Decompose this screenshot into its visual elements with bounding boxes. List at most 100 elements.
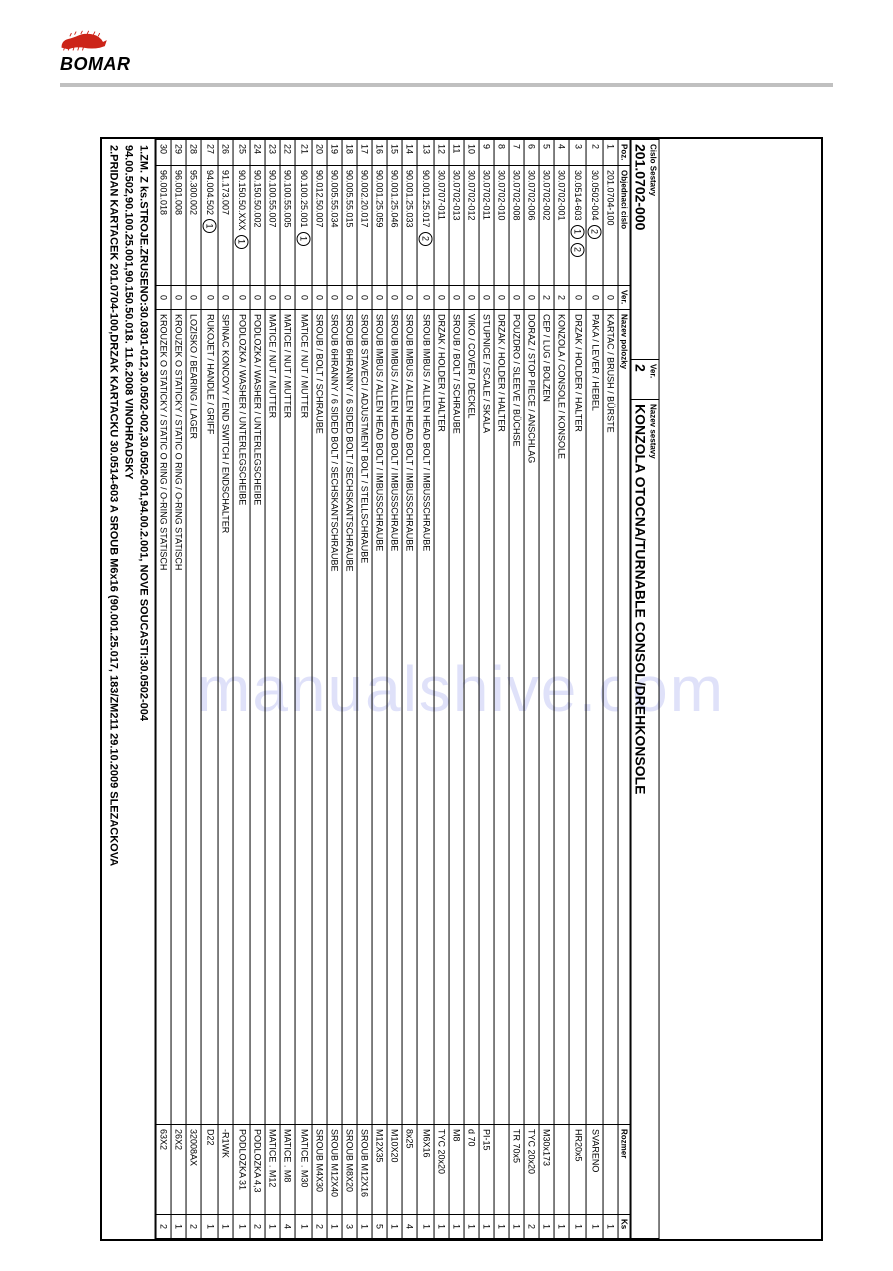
- table-row: 1130.0702-0130SROUB / BOLT / SCHRAUBEM81: [449, 140, 464, 1239]
- table-row: 630.0702-0060DORAZ / STOP PIECE / ANSCHL…: [524, 140, 539, 1239]
- cell-ks: 2: [524, 1215, 539, 1239]
- cell-rozmer: 26X2: [171, 1125, 186, 1215]
- cell-name: MATICE / NUT / MUTTER: [295, 310, 312, 1125]
- table-row: 2190.100.25.00110MATICE / NUT / MUTTERMA…: [295, 140, 312, 1239]
- cell-ks: 1: [554, 1215, 569, 1239]
- cell-obj: 90.100.55.007: [265, 166, 280, 286]
- cell-poz: 8: [494, 140, 509, 166]
- cell-obj: 30.0702-012: [464, 166, 479, 286]
- ver-label: Ver.: [649, 364, 658, 395]
- revision-mark: 1: [571, 225, 585, 239]
- table-row: 2895.300.0020LOZISKO / BEARING / LAGER32…: [186, 140, 201, 1239]
- cell-ks: 5: [372, 1215, 387, 1239]
- revision-notes: 1.ZM. Z ks.STROJE.ZRUSENO:30.0301-012,30…: [102, 139, 156, 1239]
- cell-obj: 94.004.5021: [201, 166, 218, 286]
- col-name: Nazev polozky: [618, 310, 630, 1125]
- cell-ks: 1: [357, 1215, 372, 1239]
- cell-poz: 20: [312, 140, 327, 166]
- cell-ks: 1: [434, 1215, 449, 1239]
- cislo-sestavy-value: 201.0702-000: [633, 144, 649, 355]
- note-line-1: 1.ZM. Z ks.STROJE.ZRUSENO:30.0301-012,30…: [136, 145, 151, 1233]
- note-line-2: 94.00.502,90.100.25.001,90.150.50.018. 1…: [121, 145, 136, 1233]
- cell-name: KARTAC / BRUSH / BÜRSTE: [603, 310, 618, 1125]
- cell-obj: 30.0702-002: [539, 166, 554, 286]
- cell-name: PODLOZKA / WASHER / UNTERLEGSCHEIBE: [233, 310, 250, 1125]
- cell-poz: 4: [554, 140, 569, 166]
- cell-obj: 90.100.25.0011: [295, 166, 312, 286]
- cell-ver: 0: [417, 286, 434, 310]
- cell-name: VIKO / COVER / DECKEL: [464, 310, 479, 1125]
- table-row: 1490.001.25.0330SROUB IMBUS / ALLEN HEAD…: [402, 140, 417, 1239]
- revision-mark: 1: [235, 235, 249, 249]
- cell-ver: 0: [434, 286, 449, 310]
- cell-obj: 30.0702-008: [509, 166, 524, 286]
- cell-poz: 13: [417, 140, 434, 166]
- cell-ks: 1: [295, 1215, 312, 1239]
- cell-poz: 16: [372, 140, 387, 166]
- cell-ks: 1: [464, 1215, 479, 1239]
- note-line-3: 2.PRIDAN KARTACEK 201.0704-100,DRZAK KAR…: [106, 145, 121, 1233]
- cell-poz: 17: [357, 140, 372, 166]
- cell-ks: 1: [479, 1215, 494, 1239]
- ver-value: 2: [633, 364, 649, 395]
- cell-obj: 90.005.55.015: [342, 166, 357, 286]
- revision-mark: 2: [588, 225, 602, 239]
- cell-name: DRZAK / HOLDER / HALTER: [494, 310, 509, 1125]
- cell-rozmer: M12X35: [372, 1125, 387, 1215]
- cell-ver: 0: [387, 286, 402, 310]
- cell-ver: 0: [479, 286, 494, 310]
- table-row: 1230.0707-0110DRZAK / HOLDER / HALTERTYC…: [434, 140, 449, 1239]
- table-row: 3096.001.0180KROUZEK O STATICKY / STATIC…: [156, 140, 171, 1239]
- cell-obj: 90.005.55.034: [327, 166, 342, 286]
- cell-obj: 201.0704-100: [603, 166, 618, 286]
- table-row: 2794.004.50210RUKOJET / HANDLE / GRIFFD2…: [201, 140, 218, 1239]
- cell-name: SPINAC KONCOVY / END SWITCH / ENDSCHALTE…: [218, 310, 233, 1125]
- table-row: 1790.002.20.0170SROUB STAVECI / ADJUSTME…: [357, 140, 372, 1239]
- cell-rozmer: M30x173: [539, 1125, 554, 1215]
- cell-rozmer: 63X2: [156, 1125, 171, 1215]
- table-row: 2490.150.50.0020PODLOZKA / WASHER / UNTE…: [250, 140, 265, 1239]
- logo-text: BOMAR: [60, 54, 131, 74]
- col-ks: Ks: [618, 1215, 630, 1239]
- cell-obj: 90.100.55.005: [280, 166, 295, 286]
- cell-obj: 90.001.25.059: [372, 166, 387, 286]
- cell-rozmer: 8x25: [402, 1125, 417, 1215]
- cell-obj: 30.0702-013: [449, 166, 464, 286]
- cell-ver: 2: [554, 286, 569, 310]
- cell-ver: 0: [327, 286, 342, 310]
- cell-rozmer: TYC 20x20: [434, 1125, 449, 1215]
- logo: BOMAR: [60, 30, 131, 75]
- cell-ver: 0: [171, 286, 186, 310]
- cell-ver: 0: [312, 286, 327, 310]
- cell-obj: 90.150.50.002: [250, 166, 265, 286]
- cell-ver: 0: [357, 286, 372, 310]
- cell-poz: 24: [250, 140, 265, 166]
- cell-ks: 1: [509, 1215, 524, 1239]
- cell-ks: 1: [171, 1215, 186, 1239]
- rotate-container: manualshive.com Cislo Sestavy 201.0702-0…: [102, 139, 820, 1239]
- cell-rozmer: TYC 20x20: [524, 1125, 539, 1215]
- cell-obj: 30.0502-0042: [586, 166, 603, 286]
- col-roz: Rozmer: [618, 1125, 630, 1215]
- cell-name: KROUZEK O STATICKY / STATIC O RING / O-R…: [171, 310, 186, 1125]
- rotated-content: Cislo Sestavy 201.0702-000 Ver. 2 Nazev …: [102, 139, 660, 1239]
- cell-ver: 0: [569, 286, 586, 310]
- cell-poz: 1: [603, 140, 618, 166]
- table-row: 1690.001.25.0590SROUB IMBUS / ALLEN HEAD…: [372, 140, 387, 1239]
- cell-name: SROUB / BOLT / SCHRAUBE: [312, 310, 327, 1125]
- cell-ver: 0: [280, 286, 295, 310]
- cell-name: POUZDRO / SLEEVE / BÜCHSE: [509, 310, 524, 1125]
- cell-obj: 90.012.50.007: [312, 166, 327, 286]
- cell-ks: 2: [156, 1215, 171, 1239]
- cell-ver: 0: [218, 286, 233, 310]
- cell-name: KONZOLA / CONSOLE / KONSOLE: [554, 310, 569, 1125]
- table-row: 430.0702-0012KONZOLA / CONSOLE / KONSOLE…: [554, 140, 569, 1239]
- col-poz: Poz.: [618, 140, 630, 166]
- table-row: 2390.100.55.0070MATICE / NUT / MUTTERMAT…: [265, 140, 280, 1239]
- cell-ks: 1: [569, 1215, 586, 1239]
- cell-name: SROUB IMBUS / ALLEN HEAD BOLT / IMBUSSCH…: [402, 310, 417, 1125]
- cell-ks: 1: [586, 1215, 603, 1239]
- cell-poz: 22: [280, 140, 295, 166]
- cell-ver: 2: [539, 286, 554, 310]
- cell-rozmer: MATICE . M8: [280, 1125, 295, 1215]
